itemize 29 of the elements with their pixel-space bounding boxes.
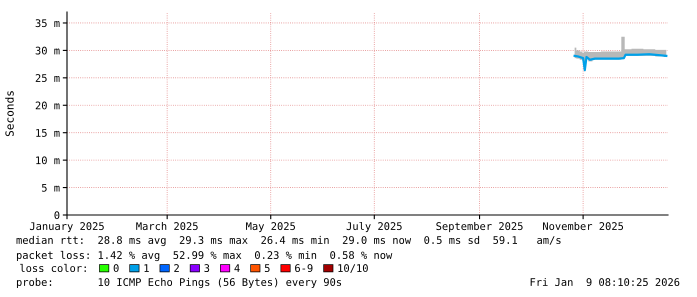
- x-tick-label: May 2025: [246, 222, 295, 232]
- legend-label: 0: [114, 264, 119, 272]
- y-tick-label: 35 m: [36, 19, 60, 28]
- legend-label: 3: [204, 264, 210, 272]
- text: probe: 10 ICMP Echo Pings (56 Bytes) every 90s: [16, 278, 342, 288]
- legend-label: 2: [174, 264, 179, 272]
- x-tick-label: November 2025: [543, 222, 624, 230]
- y-tick-label: 0: [54, 211, 60, 220]
- line-series: [574, 53, 668, 72]
- text: Fri Jan 9 08:10:25 2026: [530, 278, 680, 286]
- x-tick-label: March 2025: [136, 222, 198, 230]
- text: packet loss: 1.42 % avg 52.99 % max 0.23 % min 0.58 % now: [16, 250, 392, 262]
- y-axis-title: Seconds: [5, 91, 14, 136]
- legend-label: 4: [234, 264, 240, 272]
- y-tick-label: 10 m: [36, 156, 60, 164]
- y-tick-label: 5 m: [42, 184, 60, 192]
- legend-label: 10/10: [338, 264, 368, 273]
- x-tick-label: January 2025: [30, 222, 104, 232]
- y-tick-label: 15 m: [36, 129, 60, 137]
- x-tick-label: July 2025: [346, 222, 402, 232]
- text: median rtt: 28.8 ms avg 29.3 ms max 26.4 ms min 29.0 ms now 0.5 ms sd 59.1 am/s: [16, 236, 561, 246]
- y-tick-label: 30 m: [36, 46, 60, 55]
- y-tick-label: 25 m: [36, 74, 60, 82]
- legend-label: 1: [144, 264, 149, 272]
- y-tick-label: 20 m: [36, 102, 60, 110]
- x-tick-label: September 2025: [436, 222, 523, 232]
- legend-label: 5: [264, 264, 270, 272]
- legend-label: 6-9: [295, 264, 312, 272]
- legend-title: loss color:: [20, 264, 86, 272]
